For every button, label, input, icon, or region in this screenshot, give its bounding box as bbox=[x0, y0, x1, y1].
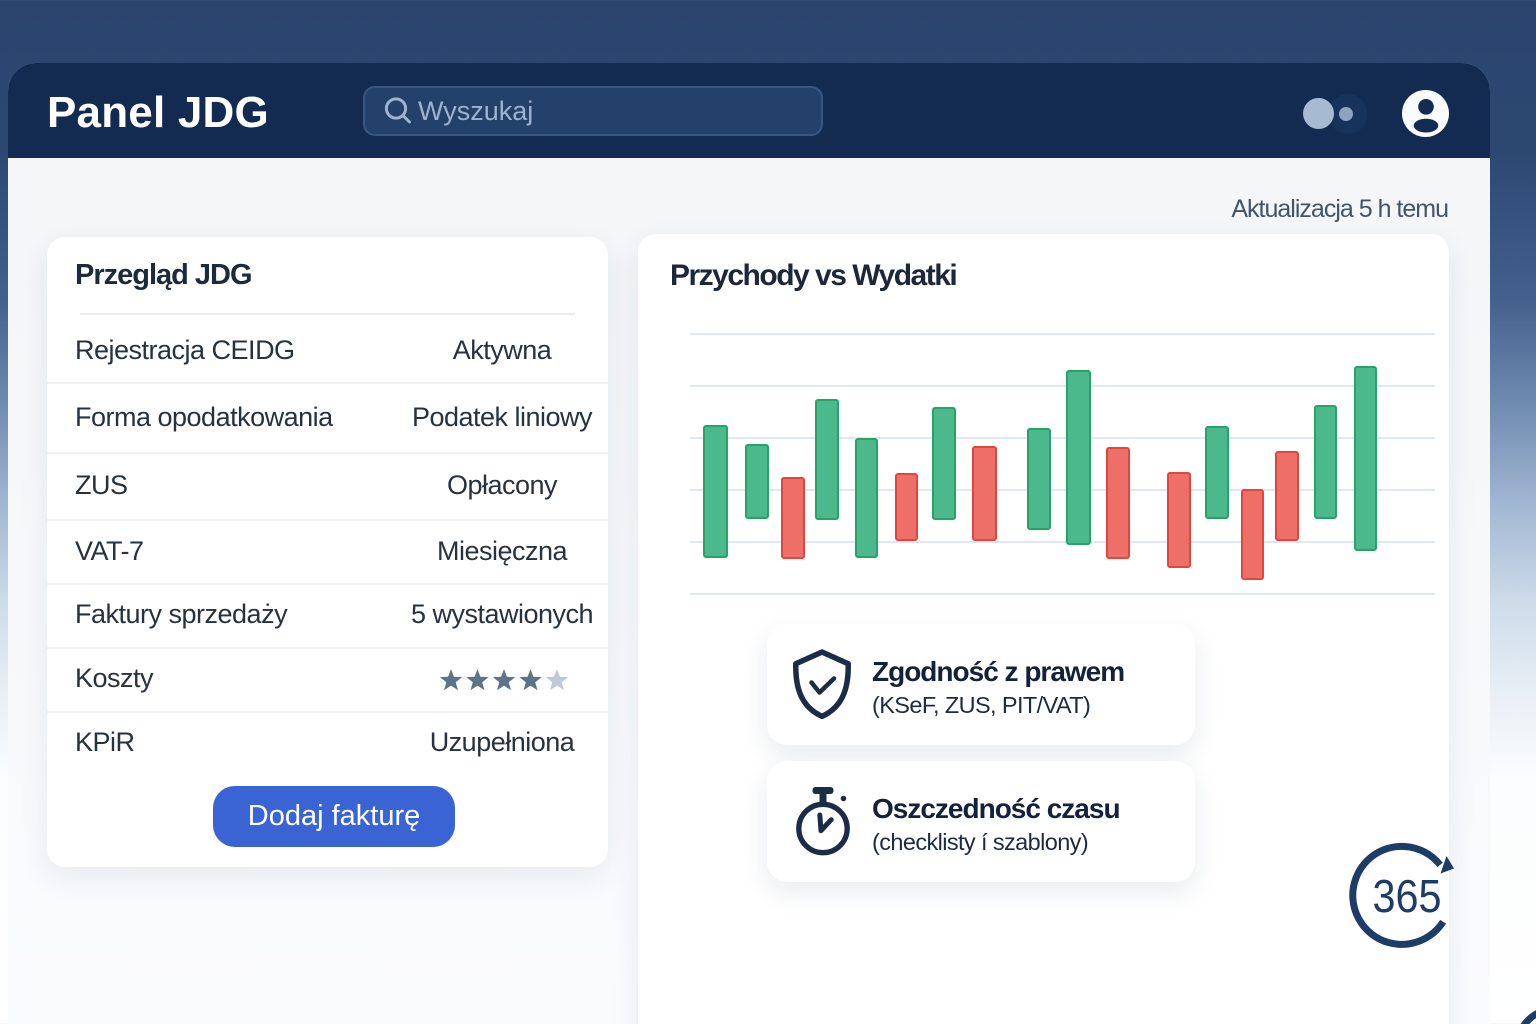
svg-text:365: 365 bbox=[1373, 870, 1442, 922]
